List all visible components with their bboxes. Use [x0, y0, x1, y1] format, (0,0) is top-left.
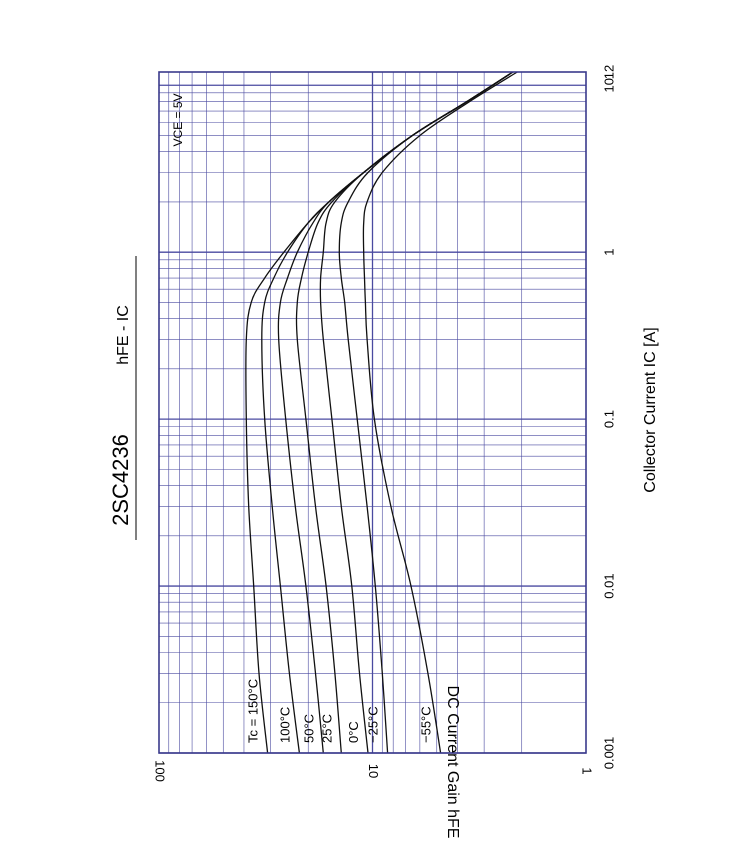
y-tick-label: 100: [153, 760, 168, 782]
series-label: 50°C: [301, 714, 316, 743]
series-line: [295, 71, 514, 754]
x-axis-title: Collector Current IC [A]: [642, 327, 659, 492]
series-label: 0°C: [346, 721, 361, 743]
y-tick-label: 10: [366, 764, 381, 778]
x-tick-label: 0.001: [601, 737, 616, 770]
chart-subtitle: hFE - IC: [115, 305, 132, 365]
series-line: [362, 71, 518, 754]
grid: [159, 72, 586, 754]
chart-title: 2SC4236: [108, 434, 133, 526]
x-tick-label: 0.01: [601, 573, 616, 598]
curve-labels: Tc = 150°C 100°C 50°C 25°C 0°C −25°C −55°C: [246, 679, 434, 743]
series-label: −25°C: [366, 706, 381, 743]
series-line: [261, 71, 514, 754]
x-tick-label: 1: [601, 249, 616, 256]
series-line: [338, 71, 514, 754]
curves: [245, 71, 518, 754]
y-axis-title: DC Current Gain hFE: [444, 686, 461, 839]
x-tick-label: 12: [601, 65, 616, 79]
series-label: 100°C: [277, 707, 292, 743]
y-tick-label: 1: [580, 767, 595, 774]
series-line: [245, 71, 514, 754]
condition-label: VCE = 5V: [171, 93, 185, 146]
x-tick-label: 0.1: [601, 410, 616, 428]
series-label: −55°C: [419, 706, 434, 743]
x-tick-label: 10: [601, 78, 616, 92]
series-line: [277, 71, 514, 754]
series-label: 25°C: [319, 714, 334, 743]
plot-frame: [158, 71, 587, 754]
series-label: Tc = 150°C: [246, 679, 261, 743]
